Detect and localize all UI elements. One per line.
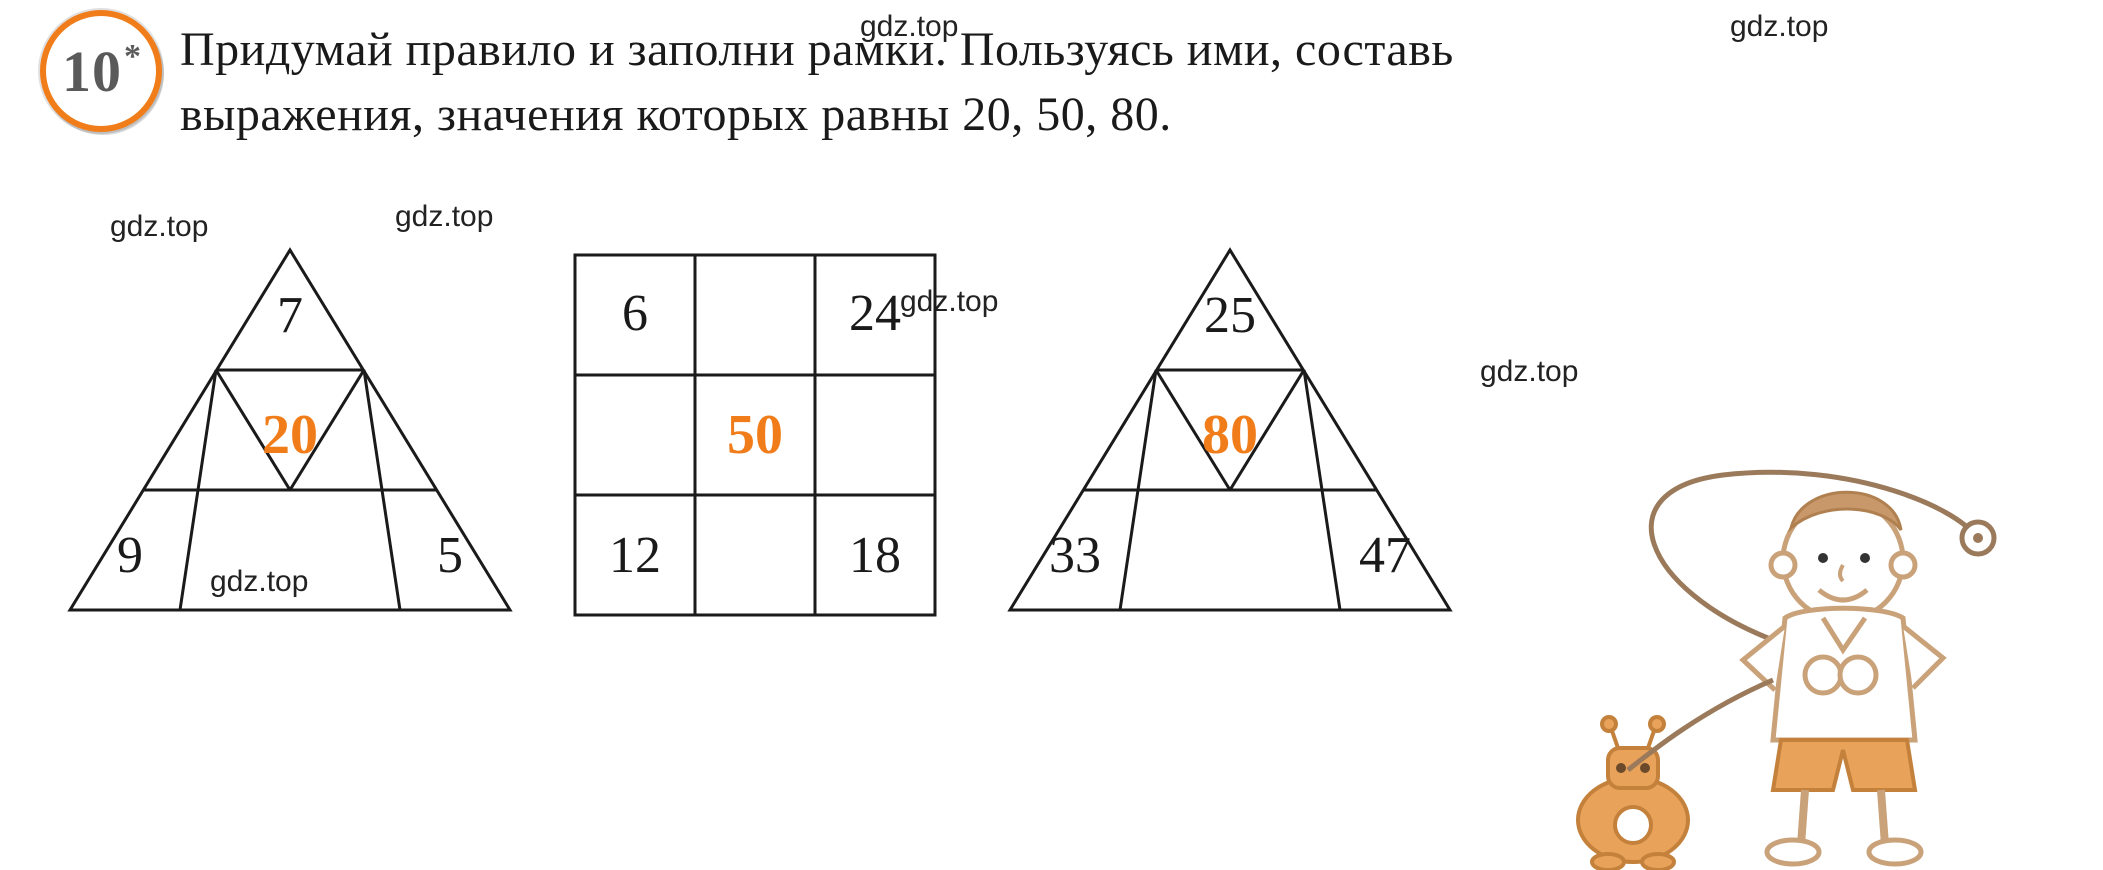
problem-line1: Придумай правило и заполни рамки. Пользу… xyxy=(180,23,1454,76)
triangle2-top: 25 xyxy=(1204,287,1256,344)
triangle2-right: 47 xyxy=(1359,527,1411,584)
problem-line2: выражения, значения которых равны 20, 50… xyxy=(180,88,1172,141)
triangle1-top: 7 xyxy=(277,287,303,344)
watermark: gdz.top xyxy=(860,10,958,44)
problem-star: * xyxy=(124,38,142,76)
problem-number: 10 xyxy=(62,38,122,105)
triangle-20: 7 20 9 5 xyxy=(60,240,520,620)
square-tl: 6 xyxy=(622,285,648,342)
figures-row: 7 20 9 5 6 24 50 12 18 xyxy=(0,240,2103,620)
triangle2-center: 80 xyxy=(1202,404,1258,466)
page-root: 10* Придумай правило и заполни рамки. По… xyxy=(0,0,2103,620)
triangle1-right: 5 xyxy=(437,527,463,584)
square-bl: 12 xyxy=(609,527,661,584)
triangle-80: 25 80 33 47 xyxy=(1000,240,1460,620)
cartoon-boy-robot xyxy=(1523,450,2083,870)
triangle1-center: 20 xyxy=(262,404,318,466)
triangle1-left: 9 xyxy=(117,527,143,584)
square-tr: 24 xyxy=(849,285,901,342)
watermark: gdz.top xyxy=(1730,10,1828,44)
square-br: 18 xyxy=(849,527,901,584)
problem-number-badge: 10* xyxy=(40,10,162,132)
square-center: 50 xyxy=(727,404,783,466)
watermark: gdz.top xyxy=(110,210,208,244)
triangle2-left: 33 xyxy=(1049,527,1101,584)
square-50: 6 24 50 12 18 xyxy=(570,250,940,620)
watermark: gdz.top xyxy=(395,200,493,234)
